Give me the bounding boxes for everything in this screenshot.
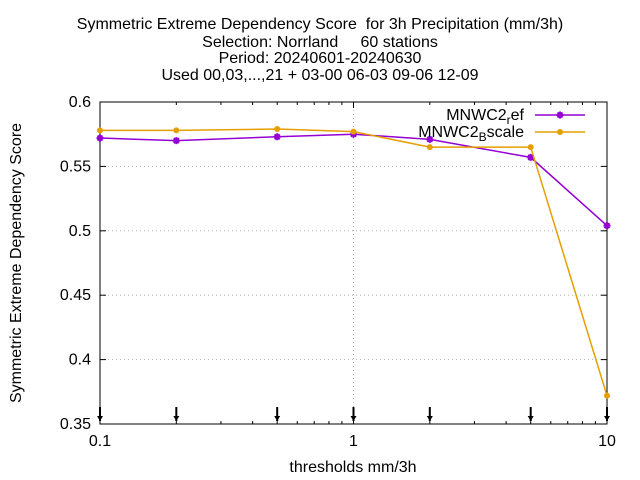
- threshold-marker-head: [173, 416, 180, 421]
- chart-title-line-2: Selection: Norrland 60 stations: [202, 34, 438, 51]
- data-point: [426, 144, 433, 151]
- legend-label-tail: scale: [487, 124, 524, 141]
- chart-title-line-3: Period: 20240601-20240630: [218, 50, 422, 67]
- y-tick-label: 0.35: [60, 416, 91, 433]
- legend-label-main: MNWC2: [446, 107, 507, 124]
- data-point: [96, 134, 104, 142]
- chart-title-line-4: Used 00,03,...,21 + 03-00 06-03 09-06 12…: [161, 67, 479, 84]
- threshold-marker-head: [604, 416, 610, 421]
- data-point: [274, 126, 281, 133]
- threshold-marker-head: [350, 416, 357, 421]
- x-tick-label: 1: [349, 433, 358, 450]
- y-tick-label: 0.55: [60, 158, 91, 175]
- threshold-marker-head: [274, 416, 281, 421]
- axis-ticks: 0.35 0.4 0.45 0.5 0.55 0.6 0.1 1 10: [60, 94, 616, 450]
- legend-label: MNWC2Bscale: [418, 124, 524, 144]
- data-point: [173, 127, 180, 134]
- legend-marker: [557, 129, 563, 135]
- legend-label: MNWC2ref: [446, 107, 524, 127]
- y-tick-label: 0.45: [60, 287, 91, 304]
- series: [96, 126, 611, 399]
- data-point: [604, 392, 610, 399]
- threshold-marker-head: [97, 416, 103, 421]
- data-point: [527, 153, 535, 161]
- data-point: [426, 135, 434, 143]
- data-point: [97, 127, 103, 134]
- data-point: [350, 128, 357, 135]
- y-tick-label: 0.5: [69, 223, 91, 240]
- data-point: [273, 133, 281, 141]
- threshold-markers: [97, 407, 610, 421]
- y-axis-label: Symmetric Extreme Dependency Score: [8, 123, 25, 403]
- legend-marker: [556, 111, 564, 119]
- legend-label-subscript: r: [507, 113, 511, 127]
- chart-title-line-1: Symmetric Extreme Dependency Score for 3…: [76, 16, 564, 33]
- data-point: [603, 222, 611, 230]
- data-point: [527, 144, 534, 151]
- y-tick-label: 0.4: [69, 352, 91, 369]
- threshold-marker-head: [527, 416, 534, 421]
- x-tick-label: 0.1: [89, 433, 111, 450]
- legend-label-subscript: B: [479, 130, 487, 144]
- y-tick-label: 0.6: [69, 94, 91, 111]
- data-point: [172, 137, 180, 145]
- grid: [100, 102, 607, 424]
- x-axis-label: thresholds mm/3h: [289, 459, 416, 476]
- x-tick-label: 10: [598, 433, 616, 450]
- legend-label-main: MNWC2: [418, 124, 479, 141]
- legend-label-tail: ef: [511, 107, 525, 124]
- threshold-marker-head: [426, 416, 433, 421]
